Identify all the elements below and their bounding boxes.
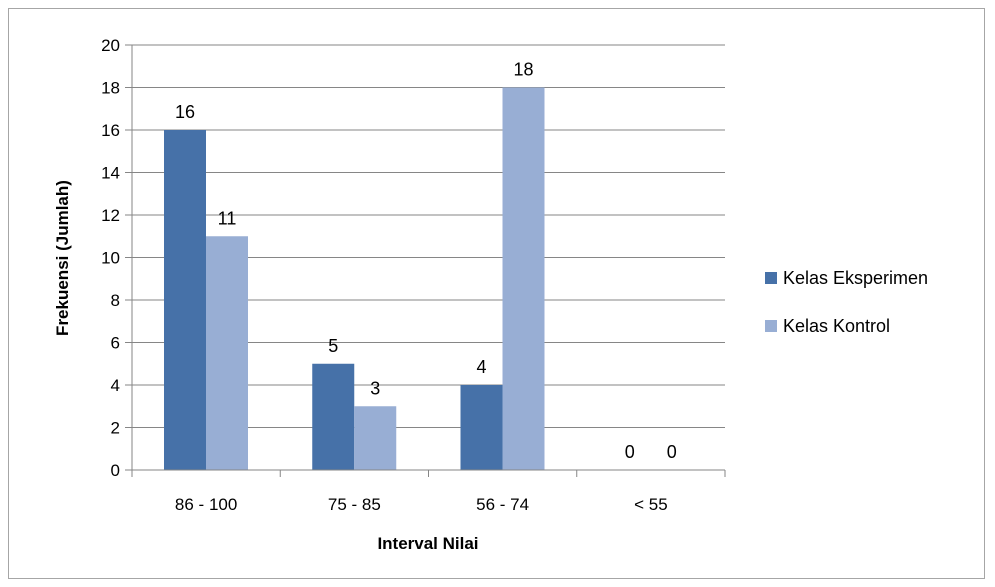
- data-label: 0: [625, 442, 635, 462]
- bar: [206, 236, 248, 470]
- legend-label: Kelas Kontrol: [783, 316, 890, 336]
- x-tick-label: 56 - 74: [476, 495, 529, 514]
- legend-swatch: [765, 272, 777, 284]
- data-label: 5: [328, 336, 338, 356]
- data-label: 4: [476, 357, 486, 377]
- y-tick-label: 6: [111, 334, 120, 353]
- y-tick-label: 8: [111, 291, 120, 310]
- bar: [312, 363, 355, 470]
- data-label: 0: [667, 442, 677, 462]
- data-label: 16: [175, 102, 195, 122]
- axes: [125, 44, 726, 477]
- x-tick-label: 75 - 85: [328, 495, 381, 514]
- bars: [164, 87, 545, 470]
- data-label: 11: [218, 208, 237, 228]
- y-tick-label: 12: [101, 206, 120, 225]
- x-tick-label: 86 - 100: [175, 495, 237, 514]
- x-axis-title: Interval Nilai: [377, 534, 478, 553]
- y-tick-label: 16: [101, 121, 120, 140]
- bar: [354, 406, 397, 470]
- x-tick-labels: 86 - 100 75 - 85 56 - 74 < 55: [175, 495, 668, 514]
- data-labels: 16 11 5 3 4 18 0 0: [175, 60, 677, 463]
- y-tick-label: 14: [101, 164, 120, 183]
- legend: Kelas Eksperimen Kelas Kontrol: [765, 268, 928, 336]
- bar: [164, 130, 206, 470]
- bar: [460, 385, 503, 470]
- y-tick-label: 0: [111, 461, 120, 480]
- bar: [502, 87, 545, 470]
- y-tick-label: 2: [111, 419, 120, 438]
- legend-swatch: [765, 320, 777, 332]
- y-tick-label: 10: [101, 249, 120, 268]
- y-axis-title: Frekuensi (Jumlah): [53, 180, 72, 336]
- y-tick-label: 4: [111, 376, 120, 395]
- legend-label: Kelas Eksperimen: [783, 268, 928, 288]
- data-label: 18: [513, 60, 533, 80]
- data-label: 3: [370, 378, 380, 398]
- y-tick-label: 20: [101, 36, 120, 55]
- x-tick-label: < 55: [634, 495, 668, 514]
- y-tick-label: 18: [101, 79, 120, 98]
- y-tick-labels: 0 2 4 6 8 10 12 14 16 18 20: [101, 36, 120, 480]
